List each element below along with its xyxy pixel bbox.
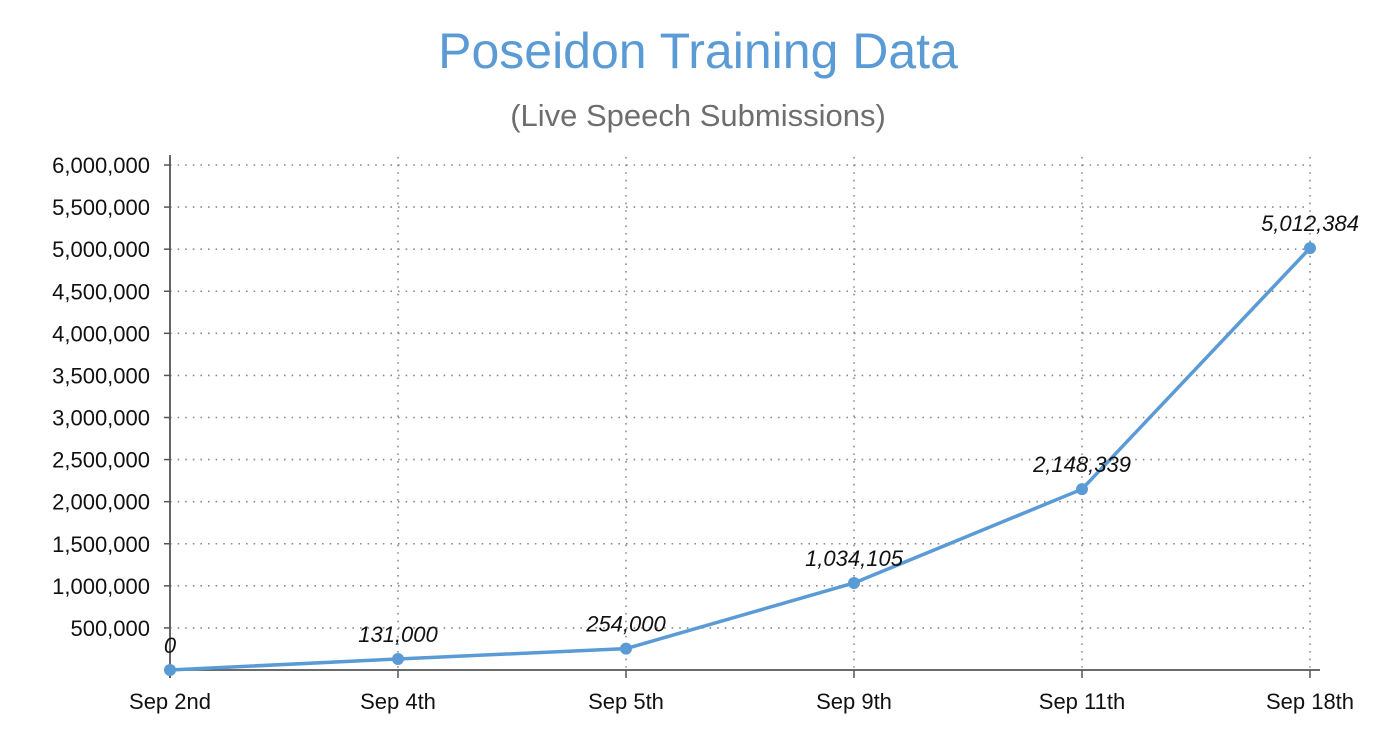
x-tick-label: Sep 9th	[816, 689, 892, 714]
data-point	[392, 652, 404, 665]
y-tick-label: 4,500,000	[52, 279, 150, 304]
grid-lines	[170, 157, 1311, 670]
y-tick-label: 4,000,000	[52, 321, 150, 346]
data-label: 2,148,339	[1032, 452, 1131, 477]
x-axis-ticks: Sep 2nd Sep 4th Sep 5th Sep 9th Sep 11th Sep …	[129, 689, 1354, 714]
y-axis-ticks: 500,000 1,000,000 1,500,000 2,000,000 2,500,…	[52, 153, 150, 641]
data-label: 254,000	[585, 612, 666, 637]
x-tick-label: Sep 5th	[588, 689, 664, 714]
y-tick-label: 2,000,000	[52, 490, 150, 515]
data-point	[164, 664, 176, 676]
y-tick-label: 2,500,000	[52, 448, 150, 473]
series-revenue-line	[168, 246, 1312, 672]
data-point	[620, 642, 632, 655]
data-label: 1,034,105	[805, 546, 904, 571]
y-tick-label: 500,000	[70, 616, 150, 641]
data-label: 131,000	[358, 622, 438, 647]
y-tick-label: 3,000,000	[52, 406, 150, 431]
y-tick-label: 5,000,000	[52, 237, 150, 262]
data-points	[164, 242, 1316, 676]
axes	[164, 155, 1320, 678]
data-point	[848, 576, 860, 589]
y-tick-label: 1,000,000	[52, 574, 150, 599]
data-labels: 0 131,000 254,000 1,034,105 2,148,339 5,012,3…	[164, 211, 1359, 658]
data-label: 0	[164, 633, 177, 658]
data-point	[1076, 483, 1088, 496]
x-tick-label: Sep 11th	[1039, 689, 1125, 714]
x-tick-label: Sep 4th	[360, 689, 436, 714]
data-label: 5,012,384	[1261, 211, 1359, 236]
x-tick-label: Sep 18th	[1266, 689, 1354, 714]
chart-subtitle: (Live Speech Submissions)	[510, 98, 886, 133]
y-tick-label: 3,500,000	[52, 363, 150, 388]
y-tick-label: 6,000,000	[52, 153, 150, 178]
x-tick-label: Sep 2nd	[129, 689, 211, 714]
data-point	[1304, 242, 1316, 255]
y-tick-label: 5,500,000	[52, 195, 150, 220]
series-line	[168, 246, 1312, 672]
y-tick-label: 1,500,000	[52, 532, 150, 557]
chart-title: Poseidon Training Data	[438, 23, 958, 79]
